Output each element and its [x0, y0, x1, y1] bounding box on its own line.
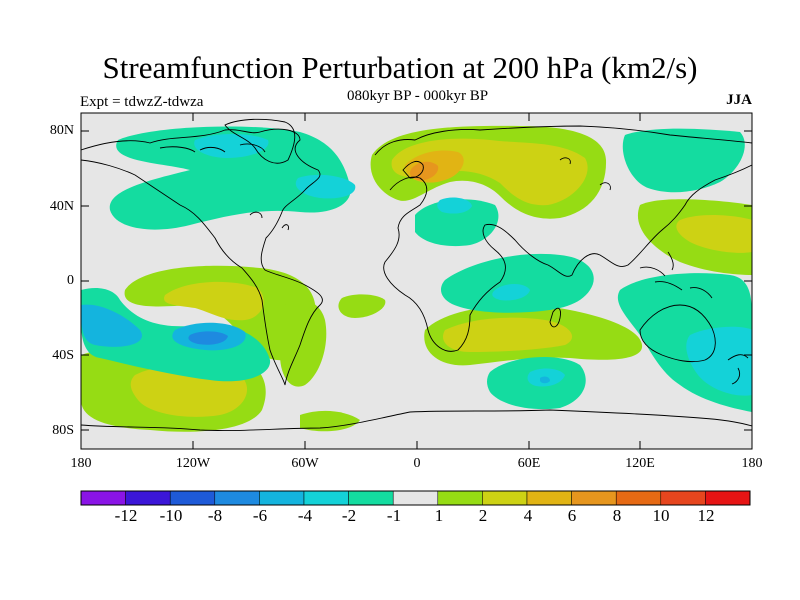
colorbar-label: -4 — [297, 506, 313, 525]
south-atlantic-patch — [338, 294, 386, 318]
experiment-label: Expt = tdwzZ-tdwza — [80, 94, 204, 110]
africa-asia-coast — [383, 164, 752, 352]
arctic-islands — [159, 143, 266, 153]
mediterranean-low-core — [437, 197, 472, 214]
season-label: JJA — [726, 92, 752, 108]
colorbar-swatch — [259, 490, 305, 506]
australia-low-core — [686, 326, 752, 396]
south-america-high — [278, 300, 327, 387]
colorbar-label: 8 — [612, 506, 622, 525]
axis-ticks — [80, 113, 753, 449]
chart-title: Streamfunction Perturbation at 200 hPa (… — [102, 50, 698, 85]
north-america-low — [109, 126, 351, 230]
y-tick-label: 80N — [49, 123, 74, 138]
x-tick-label: 180 — [741, 456, 763, 471]
south-pacific-low-west — [81, 304, 142, 347]
contour-field — [81, 118, 752, 432]
coastlines — [81, 118, 752, 432]
colorbar-label: 4 — [523, 506, 533, 525]
drake-passage-patch — [300, 410, 360, 432]
colorbar-swatch — [660, 490, 706, 506]
x-tick-label: 60E — [517, 456, 541, 471]
x-tick-label: 120E — [625, 456, 655, 471]
colorbar-label: -6 — [252, 506, 268, 525]
chart-subtitle: 080kyr BP - 000kyr BP — [346, 88, 489, 104]
y-tick-label: 40S — [52, 348, 74, 363]
colorbar-swatch — [615, 490, 662, 506]
negative-anomaly-regions — [81, 126, 752, 412]
y-tick-label: 40N — [49, 199, 74, 214]
colorbar-label: -10 — [159, 506, 183, 525]
south-pacific-high-core — [164, 281, 264, 321]
southern-indian-low-peak — [540, 376, 550, 384]
southeast-asia-islands — [639, 251, 713, 299]
colorbar-label: 10 — [652, 506, 670, 525]
x-tick-label: 60W — [291, 456, 319, 471]
americas-coast — [81, 128, 323, 386]
europe-high-peak — [410, 161, 439, 181]
australia-coast — [639, 304, 716, 363]
north-atlantic-low-core — [295, 174, 356, 199]
eurasia-north-coast — [374, 125, 752, 156]
south-pacific-low-peak — [188, 331, 228, 345]
greenland-low-core — [194, 134, 269, 158]
colorbar-swatch — [482, 490, 528, 506]
colorbar-swatch — [80, 490, 126, 506]
colorbar-label: -12 — [114, 506, 138, 525]
new-zealand — [727, 354, 749, 385]
british-isles — [402, 160, 424, 179]
mediterranean-low — [415, 199, 499, 247]
y-tick-label: 0 — [67, 273, 74, 288]
colorbar-swatch — [526, 490, 572, 506]
colorbar-swatch — [169, 490, 216, 506]
colorbar-frame — [80, 490, 751, 506]
x-tick-label: 180 — [70, 456, 92, 471]
x-tick-label: 0 — [413, 456, 421, 471]
arabian-sea-low — [440, 253, 594, 313]
colorbar-swatch — [214, 490, 260, 506]
colorbar-label: 6 — [567, 506, 577, 525]
antarctica-coast — [81, 409, 752, 432]
colorbar-label: 2 — [478, 506, 488, 525]
x-tick-label: 120W — [175, 456, 211, 471]
colorbar-swatch — [303, 490, 349, 506]
colorbar-swatch — [125, 490, 171, 506]
west-pacific-high-core — [676, 215, 752, 253]
colorbar — [80, 490, 751, 506]
colorbar-label: -8 — [207, 506, 223, 525]
colorbar-label: -2 — [341, 506, 357, 525]
y-tick-label: 80S — [52, 423, 74, 438]
colorbar-label: 12 — [697, 506, 715, 525]
colorbar-swatch — [348, 490, 394, 506]
greenland-coast — [224, 118, 296, 164]
colorbar-swatch — [705, 490, 751, 506]
siberia-low — [622, 128, 745, 193]
colorbar-swatch — [392, 490, 439, 506]
colorbar-label: 1 — [434, 506, 444, 525]
colorbar-swatch — [571, 490, 617, 506]
arabian-sea-low-core — [492, 284, 530, 301]
lakes-and-inlets — [249, 157, 611, 231]
indian-ocean-high-core — [442, 317, 573, 352]
madagascar — [549, 307, 561, 328]
colorbar-label: -1 — [386, 506, 402, 525]
colorbar-swatch — [437, 490, 483, 506]
